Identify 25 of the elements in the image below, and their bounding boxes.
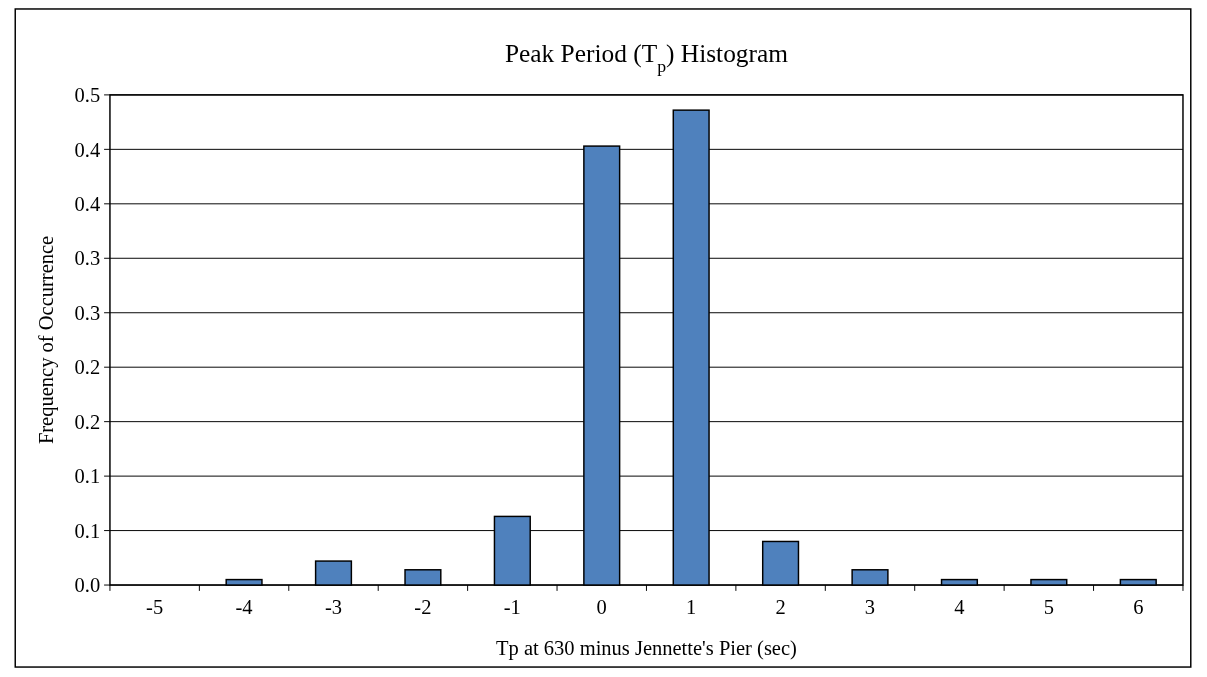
y-tick-label: 0.4: [74, 192, 101, 215]
x-tick-label: -2: [414, 596, 432, 619]
x-tick-label: 0: [596, 596, 607, 619]
y-tick-label: 0.5: [74, 84, 101, 107]
x-tick-label: 2: [775, 596, 786, 619]
y-tick-label: 0.3: [74, 301, 101, 324]
x-tick-label: -3: [324, 596, 343, 619]
x-tick-label: 5: [1043, 596, 1054, 619]
y-axis-title: Frequency of Occurrence: [35, 235, 59, 445]
x-tick-label: -4: [235, 596, 253, 619]
chart-title: Peak Period (T$_{p}$) Histogram: [504, 38, 789, 76]
y-tick-label: 0.0: [74, 574, 101, 597]
y-tick-label: 0.1: [74, 519, 101, 542]
y-tick-label: 0.1: [74, 465, 101, 488]
x-tick-label: -5: [146, 596, 164, 619]
x-tick-label: 1: [686, 596, 697, 619]
y-tick-label: 0.4: [74, 138, 101, 161]
y-tick-label: 0.2: [74, 410, 101, 433]
x-axis-title: Tp at 630 minus Jennette's Pier (sec): [496, 637, 797, 661]
y-tick-label: 0.2: [74, 356, 101, 379]
x-tick-label: -1: [503, 596, 521, 619]
y-tick-label: 0.3: [74, 247, 101, 270]
x-tick-label: 3: [864, 596, 876, 619]
x-tick-label: 4: [954, 596, 965, 619]
x-tick-label: 6: [1133, 596, 1144, 619]
